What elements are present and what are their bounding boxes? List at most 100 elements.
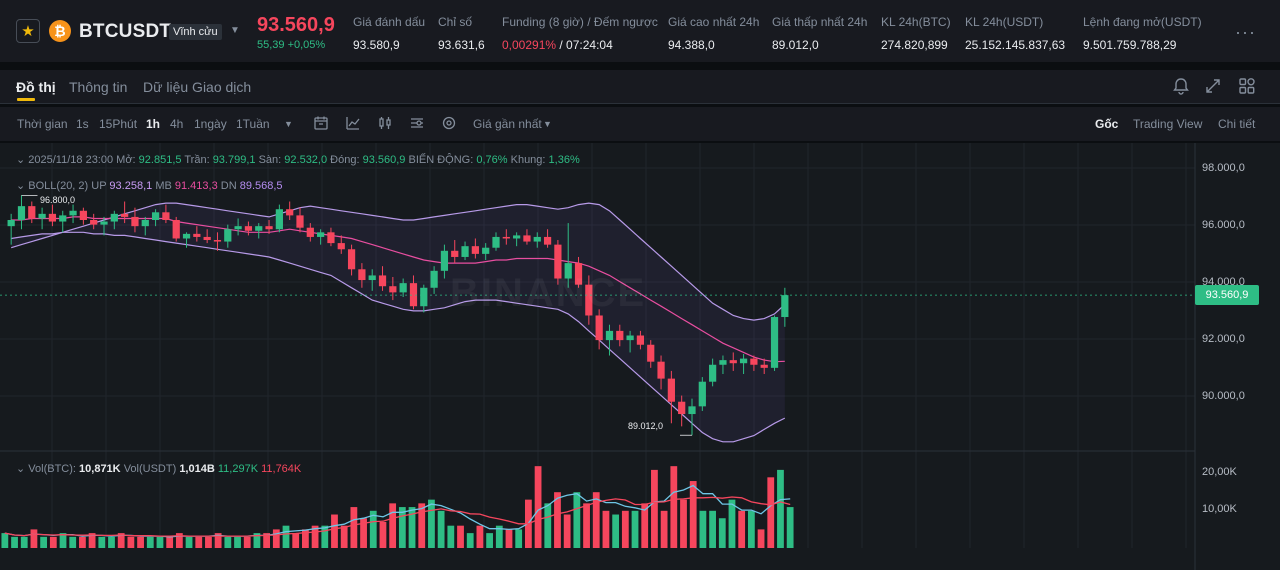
view-original[interactable]: Gốc xyxy=(1095,117,1119,131)
volume-bar xyxy=(331,514,338,548)
chevron-down-icon[interactable]: ⌄ xyxy=(16,463,26,475)
stat-label[interactable]: Chỉ số xyxy=(438,15,473,29)
chevron-down-icon[interactable]: ▼ xyxy=(543,119,552,129)
volume-bar xyxy=(146,536,154,548)
interval-1d[interactable]: 1ngày xyxy=(194,117,227,131)
view-depth[interactable]: Chi tiết xyxy=(1218,117,1256,131)
candle-body xyxy=(647,344,655,362)
boll-lower-line xyxy=(11,231,786,443)
interval-1w[interactable]: 1Tuần xyxy=(236,117,270,131)
volume-bar xyxy=(418,503,426,548)
chart-tabs: Đồ thị Thông tin Dữ liệu Giao dịch xyxy=(0,70,1280,104)
candle-body xyxy=(7,220,15,227)
stat-index-price: Chỉ số 93.631,6 xyxy=(438,15,485,52)
symbol-name[interactable]: BTCUSDT xyxy=(79,21,172,42)
candle-body xyxy=(90,220,98,225)
interval-15m[interactable]: 15Phút xyxy=(99,117,138,131)
volume-bar xyxy=(79,536,86,548)
candle-body xyxy=(151,212,160,220)
volume-bar xyxy=(263,533,271,548)
candle-body xyxy=(213,240,222,242)
interval-1h[interactable]: 1h xyxy=(146,117,161,131)
ohlc-change: 0,76% xyxy=(476,154,508,166)
candle-body xyxy=(678,401,686,415)
volume-bar xyxy=(311,525,319,548)
chevron-down-icon[interactable]: ▼ xyxy=(284,119,293,129)
stat-value: 9.501.759.788,29 xyxy=(1083,38,1177,52)
ticker-header: ★ ₿ BTCUSDT Vĩnh cửu ▼ 93.560,9 55,39 +0… xyxy=(0,0,1280,62)
stat-label[interactable]: Funding (8 giờ) / Đếm ngược xyxy=(502,15,658,29)
boll-dn: 89.568,5 xyxy=(239,180,283,192)
boll-label[interactable]: BOLL(20, 2) xyxy=(28,180,89,192)
stat-mark-price: Giá đánh dấu 93.580,9 xyxy=(353,15,425,52)
stat-label[interactable]: Giá đánh dấu xyxy=(353,15,426,29)
candle-body xyxy=(203,236,211,241)
time-label: Thời gian xyxy=(17,117,68,131)
interval-1s[interactable]: 1s xyxy=(76,117,89,131)
boll-dn-label: DN xyxy=(220,180,237,192)
volume-bar xyxy=(718,518,726,548)
chevron-down-icon[interactable]: ⌄ xyxy=(16,154,26,166)
candle-body xyxy=(513,235,521,239)
layout-grid-icon[interactable] xyxy=(1237,76,1257,96)
settings-sliders-icon[interactable] xyxy=(409,115,425,131)
volume-bar xyxy=(88,533,96,548)
more-options-icon[interactable]: ··· xyxy=(1235,22,1256,42)
volume-bar xyxy=(292,533,300,548)
volume-bar xyxy=(11,536,18,548)
candle-body xyxy=(595,315,603,341)
price-axis-label: 96.000,0 xyxy=(1202,219,1245,231)
tab-chart[interactable]: Đồ thị xyxy=(16,79,56,95)
volume-bar xyxy=(234,536,241,548)
favorite-star-icon[interactable]: ★ xyxy=(16,19,40,43)
chevron-down-icon[interactable]: ⌄ xyxy=(16,180,26,192)
candle-body xyxy=(739,358,748,364)
stat-label[interactable]: Lệnh đang mở(USDT) xyxy=(1083,15,1202,29)
max-price-label: 96.800,0 xyxy=(40,195,76,205)
stat-value: 274.820,899 xyxy=(881,38,948,52)
ohlc-change-label: BIẾN ĐỘNG: xyxy=(408,154,474,166)
vol-btc-label[interactable]: Vol(BTC): xyxy=(28,463,76,475)
stat-value: 93.580,9 xyxy=(353,38,400,52)
gear-icon[interactable] xyxy=(441,115,457,131)
candle-body xyxy=(698,381,706,407)
interval-4h[interactable]: 4h xyxy=(170,117,184,131)
volume-bar xyxy=(272,529,280,548)
volume-bar xyxy=(20,536,28,548)
tab-info[interactable]: Thông tin xyxy=(69,79,128,95)
volume-bar xyxy=(59,533,67,548)
price-source-select[interactable]: Giá gần nhất xyxy=(473,117,542,131)
ohlc-close-label: Đóng: xyxy=(330,154,360,166)
volume-bar xyxy=(175,533,183,548)
view-tradingview[interactable]: Trading View xyxy=(1133,117,1203,131)
volume-bar xyxy=(747,510,755,548)
candle-body xyxy=(688,406,696,415)
volume-bar xyxy=(447,525,455,548)
volume-bar xyxy=(185,536,193,548)
volume-bar xyxy=(457,525,464,548)
chevron-down-icon[interactable]: ▼ xyxy=(230,25,240,36)
volume-bar xyxy=(389,503,397,548)
candlestick-chart-svg[interactable] xyxy=(0,143,1280,570)
calendar-icon[interactable] xyxy=(313,115,329,131)
volume-bar xyxy=(651,469,658,548)
volume-bar xyxy=(757,529,765,548)
candle-body xyxy=(306,227,314,237)
ohlc-high: 93.799,1 xyxy=(212,154,256,166)
volume-bar xyxy=(738,510,746,548)
volume-info: ⌄ Vol(BTC): 10,871K Vol(USDT) 1,014B 11,… xyxy=(16,462,301,475)
volume-bar xyxy=(350,507,358,548)
stat-24h-low: Giá thấp nhất 24h 89.012,0 xyxy=(772,15,867,52)
volume-bar xyxy=(631,510,639,548)
boll-mb-label: MB xyxy=(155,180,172,192)
tab-trading-data[interactable]: Dữ liệu Giao dịch xyxy=(143,79,252,95)
boll-band-fill xyxy=(11,203,785,442)
indicator-icon[interactable] xyxy=(345,115,361,131)
candle-body xyxy=(626,335,634,341)
price-chart[interactable]: BINANCE ⌄ 2025/11/18 23:00 Mở: 92.851,5 … xyxy=(0,143,1280,570)
candle-body xyxy=(399,283,407,293)
candle-body xyxy=(327,232,335,244)
expand-icon[interactable] xyxy=(1203,76,1223,96)
candle-type-icon[interactable] xyxy=(377,115,393,131)
bell-icon[interactable] xyxy=(1171,76,1191,96)
